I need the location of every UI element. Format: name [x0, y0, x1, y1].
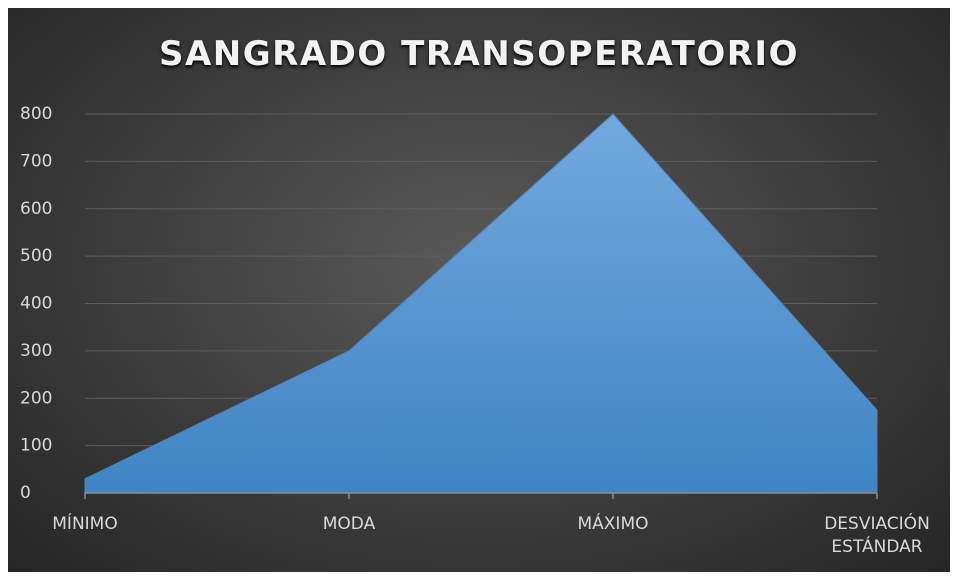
- x-tick-label: MODA: [322, 514, 376, 534]
- x-tick-label: MÁXIMO: [577, 514, 649, 534]
- y-tick-label: 800: [20, 104, 52, 124]
- x-tick-label: DESVIACIÓN ESTÁNDAR: [824, 514, 930, 557]
- y-tick-label: 0: [20, 483, 31, 503]
- y-tick-label: 200: [20, 388, 52, 408]
- y-tick-label: 400: [20, 294, 52, 314]
- chart-title: SANGRADO TRANSOPERATORIO: [159, 34, 799, 74]
- y-tick-label: 600: [20, 199, 52, 219]
- x-tick-label: MÍNIMO: [52, 514, 118, 534]
- plot: 0 100 200 300 400 500 600 700 800: [20, 104, 878, 503]
- y-tick-label: 500: [20, 246, 52, 266]
- chart: 0 100 200 300 400 500 600 700 800 SANGRADO TRANS…: [8, 8, 950, 572]
- y-tick-label: 300: [20, 341, 52, 361]
- y-tick-label: 100: [20, 436, 52, 456]
- y-tick-label: 700: [20, 151, 52, 171]
